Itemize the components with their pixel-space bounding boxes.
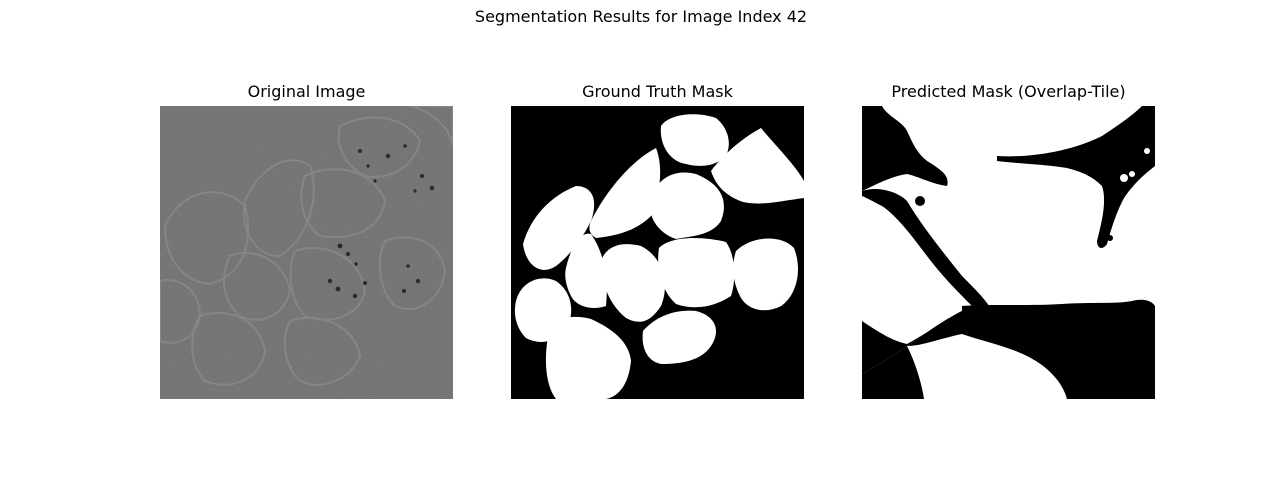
predicted-mask-panel <box>862 106 1155 399</box>
ground-truth-title: Ground Truth Mask <box>582 82 733 101</box>
original-image-title: Original Image <box>247 82 366 101</box>
figure-title: Segmentation Results for Image Index 42 <box>474 7 808 26</box>
ground-truth-panel <box>511 106 804 399</box>
original-image <box>160 106 453 399</box>
ground-truth-mask <box>511 106 804 399</box>
original-image-panel <box>160 106 453 399</box>
predicted-mask-title: Predicted Mask (Overlap-Tile) <box>891 82 1126 101</box>
predicted-mask <box>862 106 1155 399</box>
